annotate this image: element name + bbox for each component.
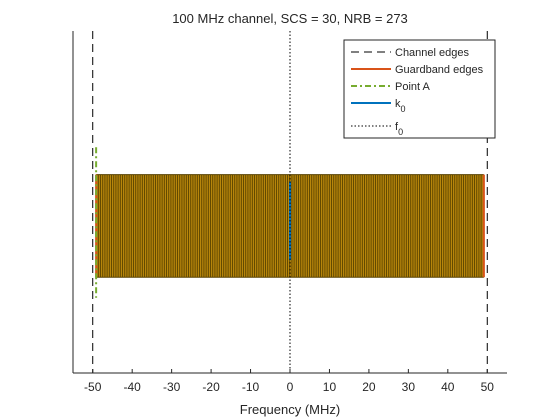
legend-label: Point A [395,81,431,93]
legend-label-subscript: 0 [398,127,403,137]
legend-label-subscript: 0 [401,104,406,114]
x-tick-label: -10 [242,380,260,394]
x-tick-label: 20 [362,380,376,394]
x-tick-label: 0 [287,380,294,394]
x-tick-label: 50 [481,380,495,394]
x-tick-label: -50 [84,380,102,394]
legend: Channel edges Guardband edges Point A k0 f0 [343,39,496,139]
plot-area: -50 -40 -30 -20 -10 0 10 20 30 40 50 [72,31,507,394]
legend-label: Guardband edges [395,64,484,76]
x-tick-label: 30 [402,380,416,394]
axes: -50 -40 -30 -20 -10 0 10 20 30 40 50 [72,31,507,394]
legend-label: Channel edges [395,47,470,59]
chart-title: 100 MHz channel, SCS = 30, NRB = 273 [172,11,408,26]
x-tick-label: 40 [441,380,455,394]
legend-label: k0 [395,98,406,114]
x-tick-label: -20 [202,380,220,394]
x-tick-label: -30 [163,380,181,394]
x-tick-label: 10 [323,380,337,394]
x-tick-label: -40 [124,380,142,394]
legend-box [343,39,496,139]
legend-label: f0 [395,121,403,137]
x-axis-label: Frequency (MHz) [240,402,340,417]
